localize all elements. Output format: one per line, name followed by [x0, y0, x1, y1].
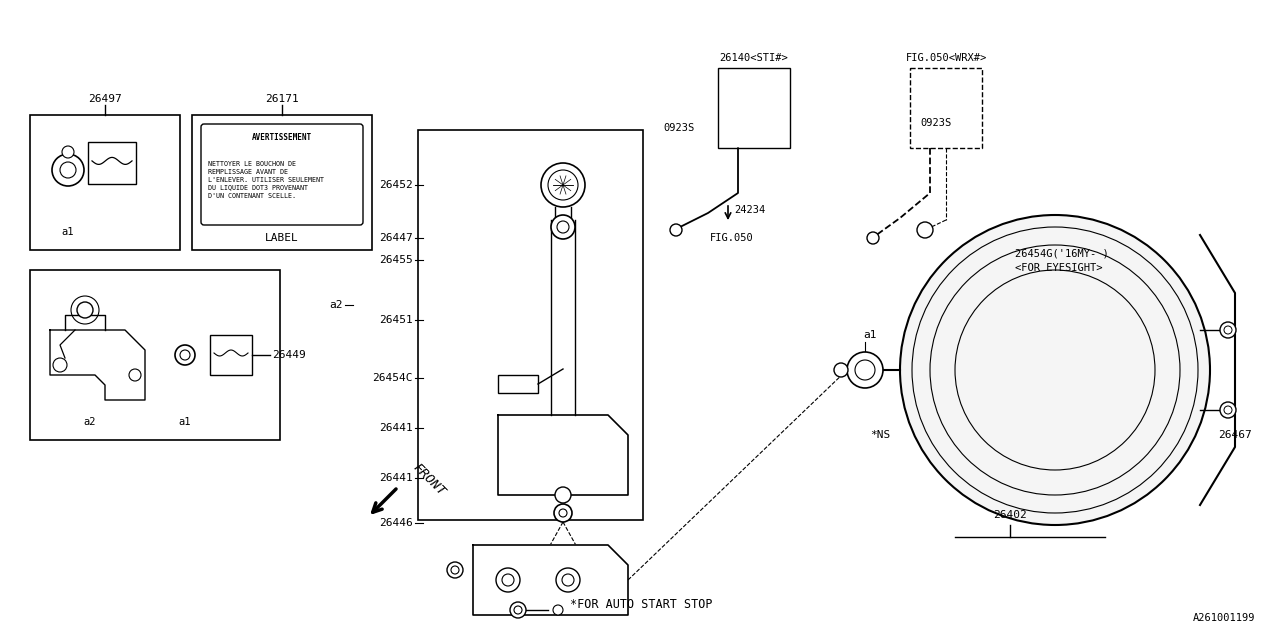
Text: 26467: 26467	[1219, 430, 1252, 440]
Circle shape	[497, 568, 520, 592]
Bar	[498, 375, 538, 393]
Text: a1: a1	[61, 227, 74, 237]
Text: <FOR EYESIGHT>: <FOR EYESIGHT>	[1015, 263, 1102, 273]
Circle shape	[553, 605, 563, 615]
Text: FIG.050: FIG.050	[710, 233, 754, 243]
Text: *NS: *NS	[870, 430, 891, 440]
Circle shape	[550, 215, 575, 239]
Text: 26402: 26402	[993, 510, 1027, 520]
Text: 26454C: 26454C	[372, 373, 413, 383]
Text: FRONT: FRONT	[410, 461, 448, 499]
Text: 26451: 26451	[379, 315, 413, 325]
Circle shape	[556, 487, 571, 503]
Text: 24234: 24234	[733, 205, 765, 215]
Bar	[910, 68, 982, 148]
Circle shape	[556, 568, 580, 592]
Bar	[88, 142, 136, 184]
Circle shape	[447, 562, 463, 578]
Text: 26171: 26171	[265, 94, 298, 104]
Bar	[718, 68, 790, 148]
Bar	[29, 115, 180, 250]
Polygon shape	[50, 330, 145, 400]
Circle shape	[52, 358, 67, 372]
Text: a1: a1	[179, 417, 191, 427]
Bar	[29, 270, 280, 440]
Text: FIG.050<WRX#>: FIG.050<WRX#>	[905, 53, 987, 63]
Polygon shape	[474, 545, 628, 615]
Circle shape	[554, 504, 572, 522]
Circle shape	[867, 232, 879, 244]
Bar	[210, 335, 252, 375]
Circle shape	[129, 369, 141, 381]
Text: LABEL: LABEL	[265, 233, 298, 243]
Text: 26449: 26449	[273, 350, 306, 360]
Text: 0923S: 0923S	[920, 118, 951, 128]
Circle shape	[669, 224, 682, 236]
Text: a2: a2	[329, 300, 343, 310]
Circle shape	[52, 154, 84, 186]
Text: *FOR AUTO START STOP: *FOR AUTO START STOP	[570, 598, 713, 611]
Text: 26447: 26447	[379, 233, 413, 243]
Polygon shape	[498, 415, 628, 495]
Text: 26497: 26497	[88, 94, 122, 104]
Bar	[419, 130, 643, 520]
Text: AVERTISSEMENT: AVERTISSEMENT	[252, 132, 312, 141]
Circle shape	[847, 352, 883, 388]
Text: 26455: 26455	[379, 255, 413, 265]
Text: NETTOYER LE BOUCHON DE
REMPLISSAGE AVANT DE
L'ENLEVER. UTILISER SEULEMENT
DU LIQ: NETTOYER LE BOUCHON DE REMPLISSAGE AVANT…	[209, 161, 324, 198]
Circle shape	[509, 602, 526, 618]
Circle shape	[900, 215, 1210, 525]
Text: 26454G('16MY- ): 26454G('16MY- )	[1015, 248, 1108, 258]
Text: 0923S: 0923S	[663, 123, 694, 133]
Text: A261001199: A261001199	[1193, 613, 1254, 623]
Text: a1: a1	[863, 330, 877, 340]
Circle shape	[541, 163, 585, 207]
Text: 26441: 26441	[379, 473, 413, 483]
Circle shape	[916, 222, 933, 238]
Text: 26140<STI#>: 26140<STI#>	[719, 53, 788, 63]
Text: 26452: 26452	[379, 180, 413, 190]
Circle shape	[1220, 322, 1236, 338]
Text: 26446: 26446	[379, 518, 413, 528]
Circle shape	[1220, 402, 1236, 418]
Circle shape	[61, 146, 74, 158]
Circle shape	[77, 302, 93, 318]
Text: 26441: 26441	[379, 423, 413, 433]
Text: a2: a2	[83, 417, 96, 427]
Circle shape	[835, 363, 849, 377]
Bar	[192, 115, 372, 250]
